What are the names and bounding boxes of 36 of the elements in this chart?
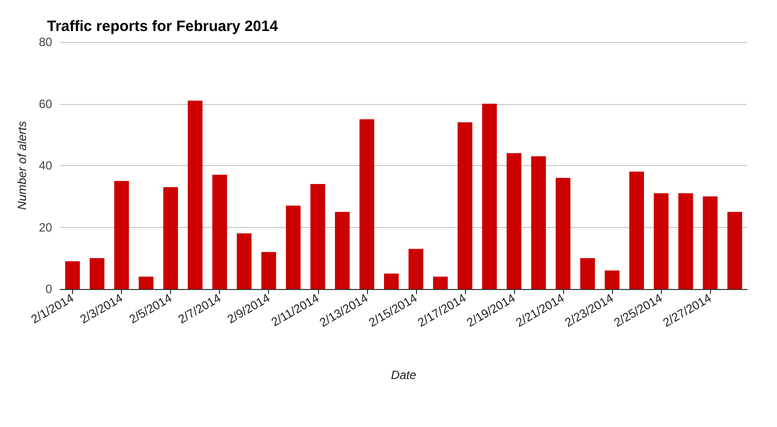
bar: [261, 252, 276, 289]
y-tick-label: 40: [38, 158, 53, 172]
bar: [408, 248, 424, 289]
bar: [678, 193, 694, 289]
bar: [506, 153, 522, 289]
bar: [236, 233, 252, 289]
bar: [604, 270, 620, 289]
chart-title: Traffic reports for February 2014: [47, 18, 279, 35]
bar: [90, 258, 104, 289]
y-tick-label: 80: [38, 35, 53, 49]
bar: [65, 261, 80, 289]
bar: [702, 196, 718, 289]
bar: [359, 119, 374, 289]
bar: [384, 274, 399, 289]
bar: [580, 258, 595, 289]
bar: [482, 104, 497, 289]
bar: [310, 184, 326, 289]
y-tick-label: 60: [38, 96, 53, 111]
bar: [654, 193, 669, 289]
y-tick-label: 0: [46, 282, 53, 296]
bar: [188, 100, 203, 289]
bar: [212, 174, 228, 289]
y-axis-title: Number of alerts: [15, 121, 29, 210]
bar: [286, 206, 301, 289]
bar: [334, 212, 350, 289]
bar: [458, 122, 472, 289]
bar: [114, 180, 129, 289]
bar: [727, 212, 742, 289]
bar: [163, 187, 178, 289]
y-tick-label: 20: [38, 220, 53, 234]
bar: [433, 276, 448, 289]
x-axis-title: Date: [390, 368, 417, 382]
bar: [556, 178, 570, 289]
bar: [138, 276, 154, 289]
bar: [629, 172, 644, 289]
bar: [531, 156, 546, 289]
